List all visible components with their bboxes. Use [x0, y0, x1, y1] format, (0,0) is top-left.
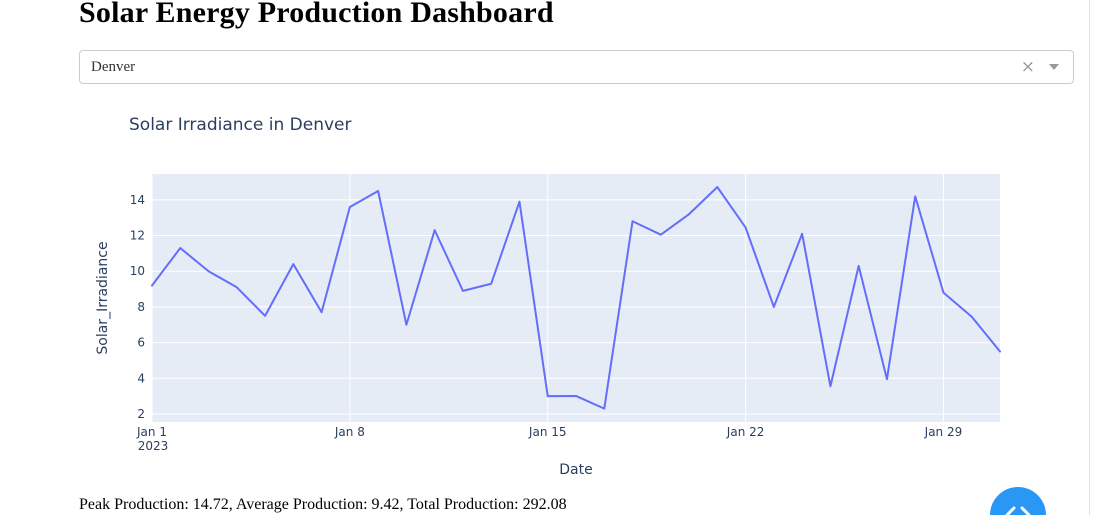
plot-area[interactable]: [152, 174, 1000, 422]
y-tick-label: 6: [137, 336, 145, 350]
y-axis-title: Solar_Irradiance: [95, 241, 111, 354]
x-tick-label: Jan 1: [136, 425, 167, 439]
x-tick-label: Jan 22: [726, 425, 765, 439]
x-tick-label: Jan 8: [334, 425, 365, 439]
y-tick-label: 10: [130, 264, 145, 278]
y-tick-label: 4: [137, 371, 145, 385]
y-tick-label: 2: [137, 407, 145, 421]
callback-graph-button[interactable]: [990, 487, 1046, 515]
x-tick-sublabel: 2023: [138, 439, 169, 453]
x-tick-label: Jan 29: [924, 425, 963, 439]
dropdown-controls: ×: [1020, 56, 1073, 77]
x-axis-title: Date: [559, 462, 592, 478]
page-right-divider: [1089, 0, 1090, 515]
irradiance-line[interactable]: [151, 186, 1001, 410]
page-title: Solar Energy Production Dashboard: [79, 0, 554, 29]
chart-title: Solar Irradiance in Denver: [129, 115, 352, 135]
y-tick-label: 14: [130, 193, 145, 207]
production-stats: Peak Production: 14.72, Average Producti…: [79, 496, 567, 513]
city-dropdown[interactable]: Denver ×: [79, 50, 1074, 84]
y-tick-label: 12: [130, 229, 145, 243]
x-tick-label: Jan 15: [528, 425, 567, 439]
y-tick-label: 8: [137, 300, 145, 314]
code-icon: [1005, 506, 1031, 515]
city-dropdown-value: Denver: [91, 58, 136, 75]
chevron-down-icon[interactable]: [1049, 64, 1059, 70]
clear-icon[interactable]: ×: [1020, 56, 1035, 77]
